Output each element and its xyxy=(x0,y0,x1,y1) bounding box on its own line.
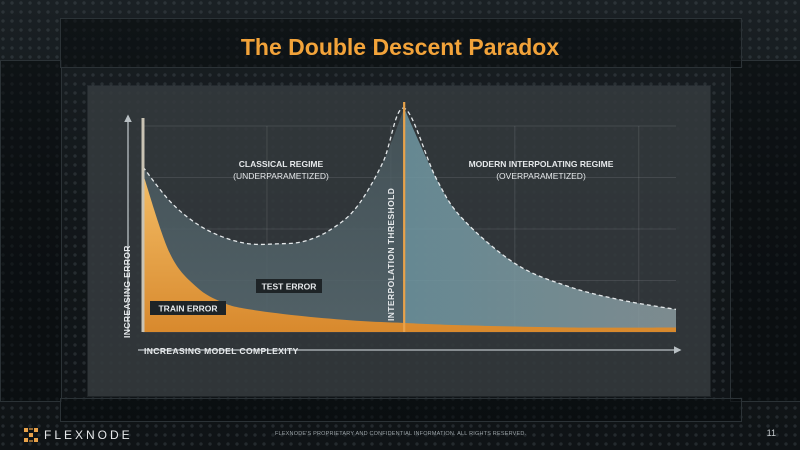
chart-panel: CLASSICAL REGIME (UNDERPARAMETIZED) MODE… xyxy=(88,86,710,396)
train-error-label: TRAIN ERROR xyxy=(158,304,217,314)
test-error-area-modern xyxy=(404,108,676,332)
test-error-area-classical xyxy=(143,108,405,332)
test-error-tag: TEST ERROR xyxy=(256,279,322,293)
x-axis-label: INCREASING MODEL COMPLEXITY xyxy=(144,346,299,356)
test-error-label: TEST ERROR xyxy=(262,282,317,292)
train-error-tag: TRAIN ERROR xyxy=(150,301,226,315)
confidentiality-note: FLEXNODE'S PROPRIETARY AND CONFIDENTIAL … xyxy=(275,431,527,437)
brand-name: FLEXNODE xyxy=(44,428,133,442)
y-axis-label: INCREASING ERROR xyxy=(122,245,132,338)
modern-regime-subtitle: (OVERPARAMETIZED) xyxy=(496,171,586,181)
slide-title: The Double Descent Paradox xyxy=(240,34,560,60)
train-error-area xyxy=(143,173,676,332)
classical-regime-subtitle: (UNDERPARAMETIZED) xyxy=(233,171,329,181)
flexnode-logo-icon xyxy=(24,428,38,442)
modern-regime-label: MODERN INTERPOLATING REGIME xyxy=(469,159,614,169)
test-error-curve xyxy=(142,107,677,311)
double-descent-chart: CLASSICAL REGIME (UNDERPARAMETIZED) MODE… xyxy=(122,102,682,356)
threshold-label: INTERPOLATION THRESHOLD xyxy=(386,188,396,321)
page-number: 11 xyxy=(766,428,776,438)
classical-regime-label: CLASSICAL REGIME xyxy=(239,159,324,169)
footer-brand: FLEXNODE xyxy=(24,428,133,442)
